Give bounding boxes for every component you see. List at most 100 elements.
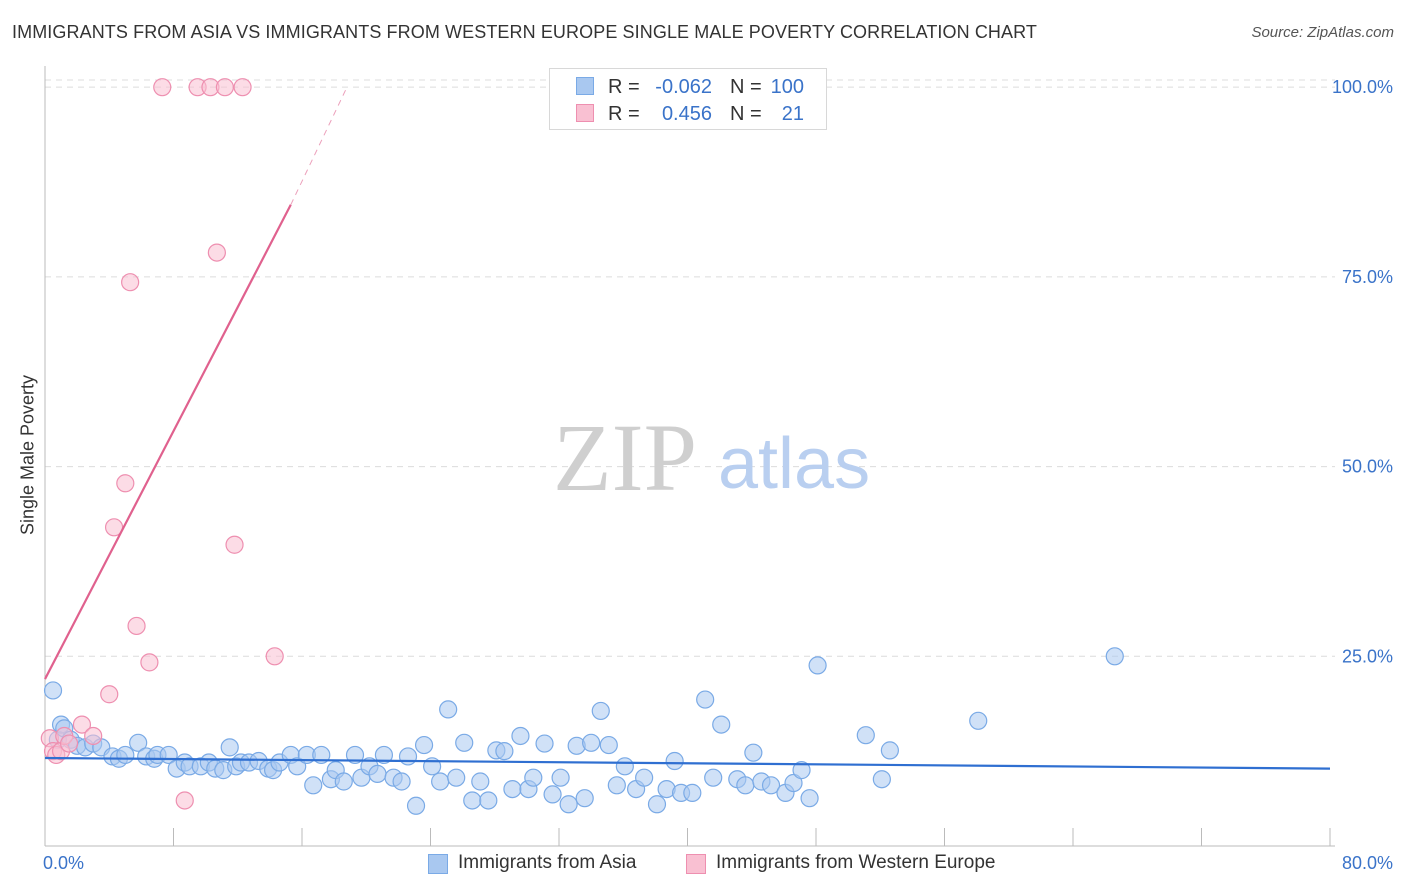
asia-point <box>1105 647 1124 666</box>
asia-point <box>398 747 418 766</box>
data-points <box>40 78 1124 815</box>
asia-point <box>439 700 458 719</box>
asia-point <box>374 745 394 765</box>
western-europe-point <box>265 647 284 666</box>
asia-point <box>647 795 667 814</box>
asia-point <box>704 768 723 787</box>
asia-point <box>447 768 466 787</box>
n-value: 21 <box>781 103 804 125</box>
asia-point <box>116 745 135 765</box>
n-label: N = <box>730 103 762 125</box>
trend-lines <box>44 86 1331 770</box>
asia-point <box>744 743 763 762</box>
y-tick-label: 75.0% <box>1342 267 1393 287</box>
asia-point <box>524 768 543 787</box>
western-europe-point <box>100 685 119 704</box>
asia-point <box>696 690 715 709</box>
western-europe-point <box>215 78 234 97</box>
r-label: R = <box>608 103 640 125</box>
asia-point <box>471 772 490 791</box>
y-tick-label: 50.0% <box>1342 457 1393 477</box>
asia-point <box>334 772 353 791</box>
legend-swatch-asia <box>428 854 448 874</box>
asia-point <box>551 768 570 787</box>
asia-point <box>784 773 803 793</box>
asia-point <box>543 785 562 804</box>
asia-point <box>479 791 498 810</box>
correlation-stats-box: R = -0.062 N = 100 R = 0.456 N = 21 <box>549 68 827 130</box>
axes <box>44 66 1335 847</box>
asia-point <box>220 738 239 757</box>
western-europe-point <box>121 273 140 292</box>
western-europe-trend-line <box>44 204 292 680</box>
asia-point <box>856 726 875 745</box>
asia-point <box>392 772 411 791</box>
chart-title: IMMIGRANTS FROM ASIA VS IMMIGRANTS FROM … <box>12 22 1038 42</box>
asia-point <box>455 733 474 752</box>
asia-point <box>368 764 387 784</box>
asia-point <box>345 745 365 765</box>
asia-point <box>511 726 530 746</box>
watermark-atlas: atlas <box>718 424 870 504</box>
asia-swatch <box>576 77 594 95</box>
asia-point <box>761 776 781 795</box>
asia-point <box>615 757 634 776</box>
asia-point <box>792 761 811 780</box>
asia-point <box>463 791 482 810</box>
asia-point <box>129 733 148 752</box>
legend-label: Immigrants from Western Europe <box>716 852 996 873</box>
asia-point <box>414 735 434 755</box>
asia-point <box>495 742 514 761</box>
asia-point <box>304 776 323 795</box>
watermark: ZIP atlas <box>553 404 870 511</box>
asia-point <box>683 783 702 802</box>
western-europe-point <box>233 78 252 97</box>
watermark-zip: ZIP <box>553 404 697 511</box>
asia-point <box>880 741 899 760</box>
asia-trend-line <box>44 756 1331 770</box>
asia-point <box>503 779 522 799</box>
tick-labels: 25.0% 50.0% 75.0% 100.0% 0.0% 80.0% <box>43 77 1393 873</box>
asia-point <box>43 681 63 700</box>
asia-point <box>635 768 654 787</box>
asia-point <box>808 656 827 675</box>
asia-point <box>872 770 891 789</box>
western-europe-point <box>59 734 79 753</box>
asia-point <box>591 701 610 721</box>
western-europe-swatch <box>576 104 594 122</box>
western-europe-point <box>116 474 135 493</box>
x-tick-label: 80.0% <box>1342 853 1393 873</box>
n-value: 100 <box>770 76 804 98</box>
western-europe-point <box>127 616 146 636</box>
asia-point <box>712 715 731 734</box>
y-tick-label: 25.0% <box>1342 646 1393 666</box>
r-value: -0.062 <box>655 76 712 98</box>
western-europe-point <box>207 243 226 262</box>
asia-point <box>575 789 594 808</box>
asia-point <box>431 772 450 791</box>
asia-point <box>406 796 426 815</box>
asia-point <box>559 795 578 814</box>
grid-lines <box>45 79 1335 657</box>
x-tick-label: 0.0% <box>43 853 84 873</box>
r-value: 0.456 <box>661 103 712 125</box>
r-label: R = <box>608 76 640 98</box>
asia-point <box>599 735 618 755</box>
legend-swatch-western-europe <box>686 854 706 874</box>
western-europe-trend-extension <box>290 86 348 206</box>
asia-point <box>969 711 988 730</box>
legend-label: Immigrants from Asia <box>458 852 637 873</box>
asia-point <box>535 734 554 753</box>
western-europe-point <box>84 726 103 746</box>
western-europe-point <box>175 791 194 810</box>
source-credit: Source: ZipAtlas.com <box>1251 24 1394 41</box>
asia-point <box>582 733 601 752</box>
asia-point <box>800 789 819 808</box>
asia-point <box>607 776 626 795</box>
y-tick-label: 100.0% <box>1332 77 1393 97</box>
n-label: N = <box>730 76 762 98</box>
western-europe-point <box>153 78 172 97</box>
asia-point <box>736 776 755 795</box>
asia-point <box>665 751 684 771</box>
